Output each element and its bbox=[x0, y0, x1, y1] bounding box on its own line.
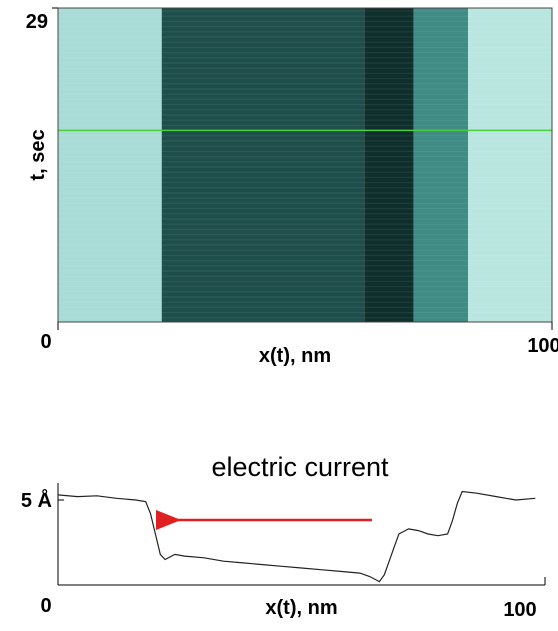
heat-region bbox=[58, 8, 162, 322]
x-tick-label: 100 bbox=[503, 599, 536, 621]
heat-region bbox=[364, 8, 414, 322]
chart-title: electric current bbox=[211, 452, 389, 482]
x-tick-label: 0 bbox=[40, 331, 51, 353]
x-axis-label: x(t), nm bbox=[259, 345, 331, 367]
plot-frame bbox=[57, 7, 553, 323]
profile-line bbox=[57, 490, 536, 583]
x-tick-label: 100 bbox=[527, 335, 558, 357]
heat-region bbox=[161, 8, 365, 322]
x-tick-label: 0 bbox=[40, 595, 51, 617]
heat-region bbox=[468, 8, 552, 322]
y-tick-label: 29 bbox=[26, 11, 48, 33]
y-tick-label: 5 Å bbox=[21, 488, 52, 512]
heat-region bbox=[413, 8, 469, 322]
x-axis-label: x(t), nm bbox=[265, 597, 337, 619]
y-axis-label: t, sec bbox=[27, 129, 49, 180]
